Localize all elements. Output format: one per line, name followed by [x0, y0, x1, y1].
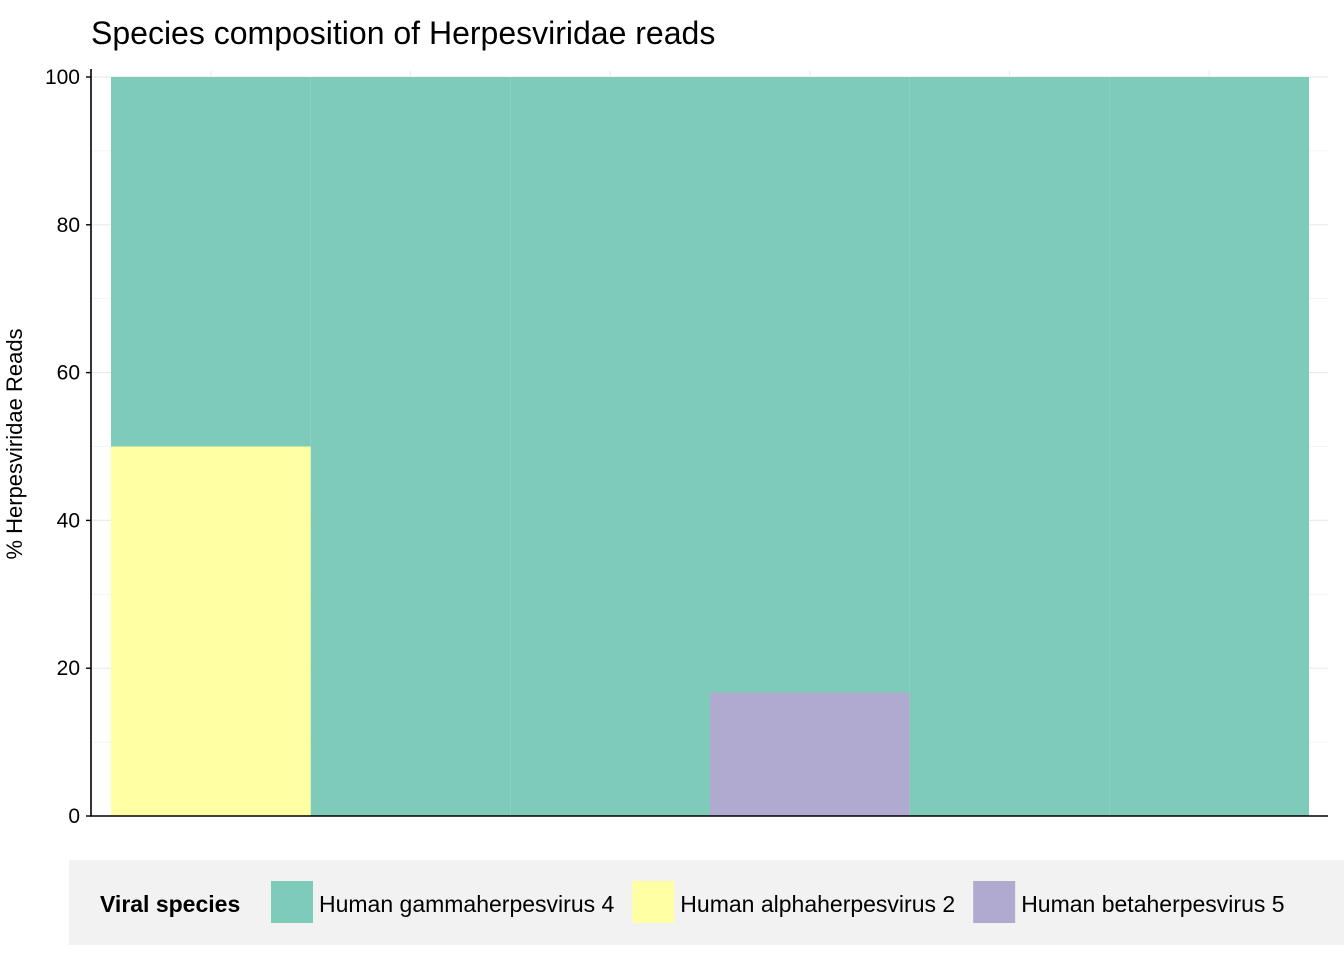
bar-1-2 — [310, 77, 511, 816]
y-tick-labels: 0 20 40 60 80 100 — [45, 66, 80, 828]
legend-swatch-2 — [632, 881, 675, 923]
legend: Human gammaherpesvirus 4 Human alphaherpe… — [271, 881, 1285, 923]
y-axis-title: % Herpesviridae Reads — [2, 328, 27, 559]
chart-title: Species composition of Herpesviridae rea… — [91, 15, 715, 51]
legend-title: Viral species — [100, 891, 240, 917]
y-tick-label: 80 — [57, 214, 80, 237]
legend-swatch-1 — [271, 881, 313, 923]
y-tick-label: 100 — [45, 66, 80, 89]
y-tick-label: 0 — [68, 805, 80, 828]
bars — [111, 77, 1309, 816]
axes — [86, 69, 1328, 817]
legend-swatch-3 — [973, 881, 1016, 923]
y-tick-label: 40 — [57, 509, 80, 532]
bar-2-1 — [111, 446, 311, 816]
bar-1-6 — [1109, 77, 1309, 816]
bar-3-4 — [710, 692, 910, 816]
legend-label-3: Human betaherpesvirus 5 — [1021, 891, 1284, 917]
y-tick-label: 20 — [57, 657, 80, 680]
legend-label-2: Human alphaherpesvirus 2 — [680, 891, 955, 917]
legend-label-1: Human gammaherpesvirus 4 — [319, 891, 615, 917]
bar-1-3 — [510, 77, 710, 816]
bar-1-5 — [909, 77, 1110, 816]
y-tick-label: 60 — [57, 362, 80, 385]
